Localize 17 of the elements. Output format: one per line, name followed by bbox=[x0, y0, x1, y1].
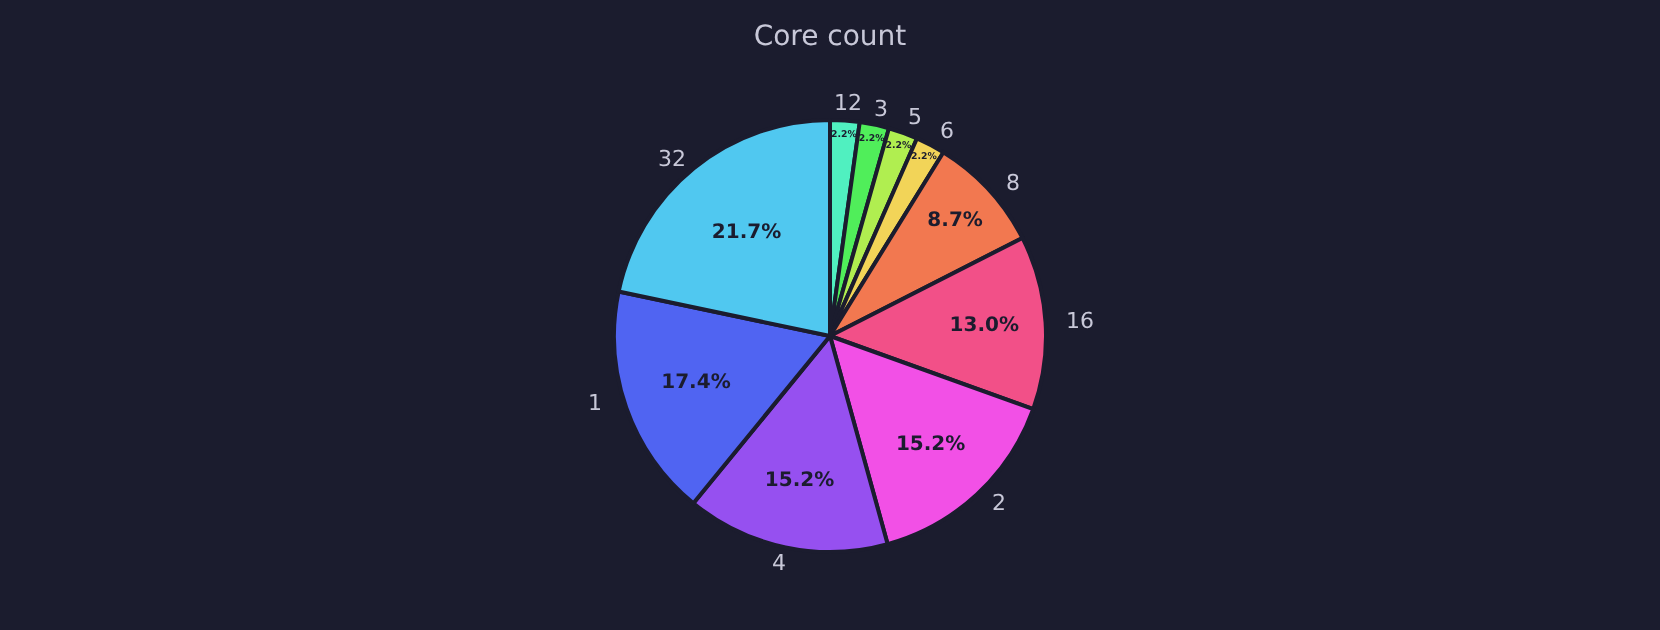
slice-label: 8 bbox=[1006, 170, 1020, 196]
slice-label: 5 bbox=[908, 104, 922, 130]
data-label: 21.7% bbox=[711, 222, 782, 245]
slice-label: 32 bbox=[658, 146, 686, 172]
data-label: 13.0% bbox=[949, 315, 1019, 338]
slice-label: 16 bbox=[1066, 308, 1094, 334]
slice-label: 2 bbox=[992, 490, 1006, 516]
slice-label: 4 bbox=[772, 550, 786, 576]
slice-label: 6 bbox=[940, 118, 954, 144]
chart-title: Core count bbox=[753, 20, 908, 53]
slice-label: 3 bbox=[874, 96, 888, 122]
slice-label: 12 bbox=[834, 90, 862, 116]
data-label: 17.4% bbox=[661, 372, 731, 395]
data-label: 8.7% bbox=[927, 209, 983, 232]
slice-label: 1 bbox=[588, 390, 602, 416]
data-label: 15.2% bbox=[764, 469, 835, 492]
data-label: 15.2% bbox=[895, 433, 966, 456]
